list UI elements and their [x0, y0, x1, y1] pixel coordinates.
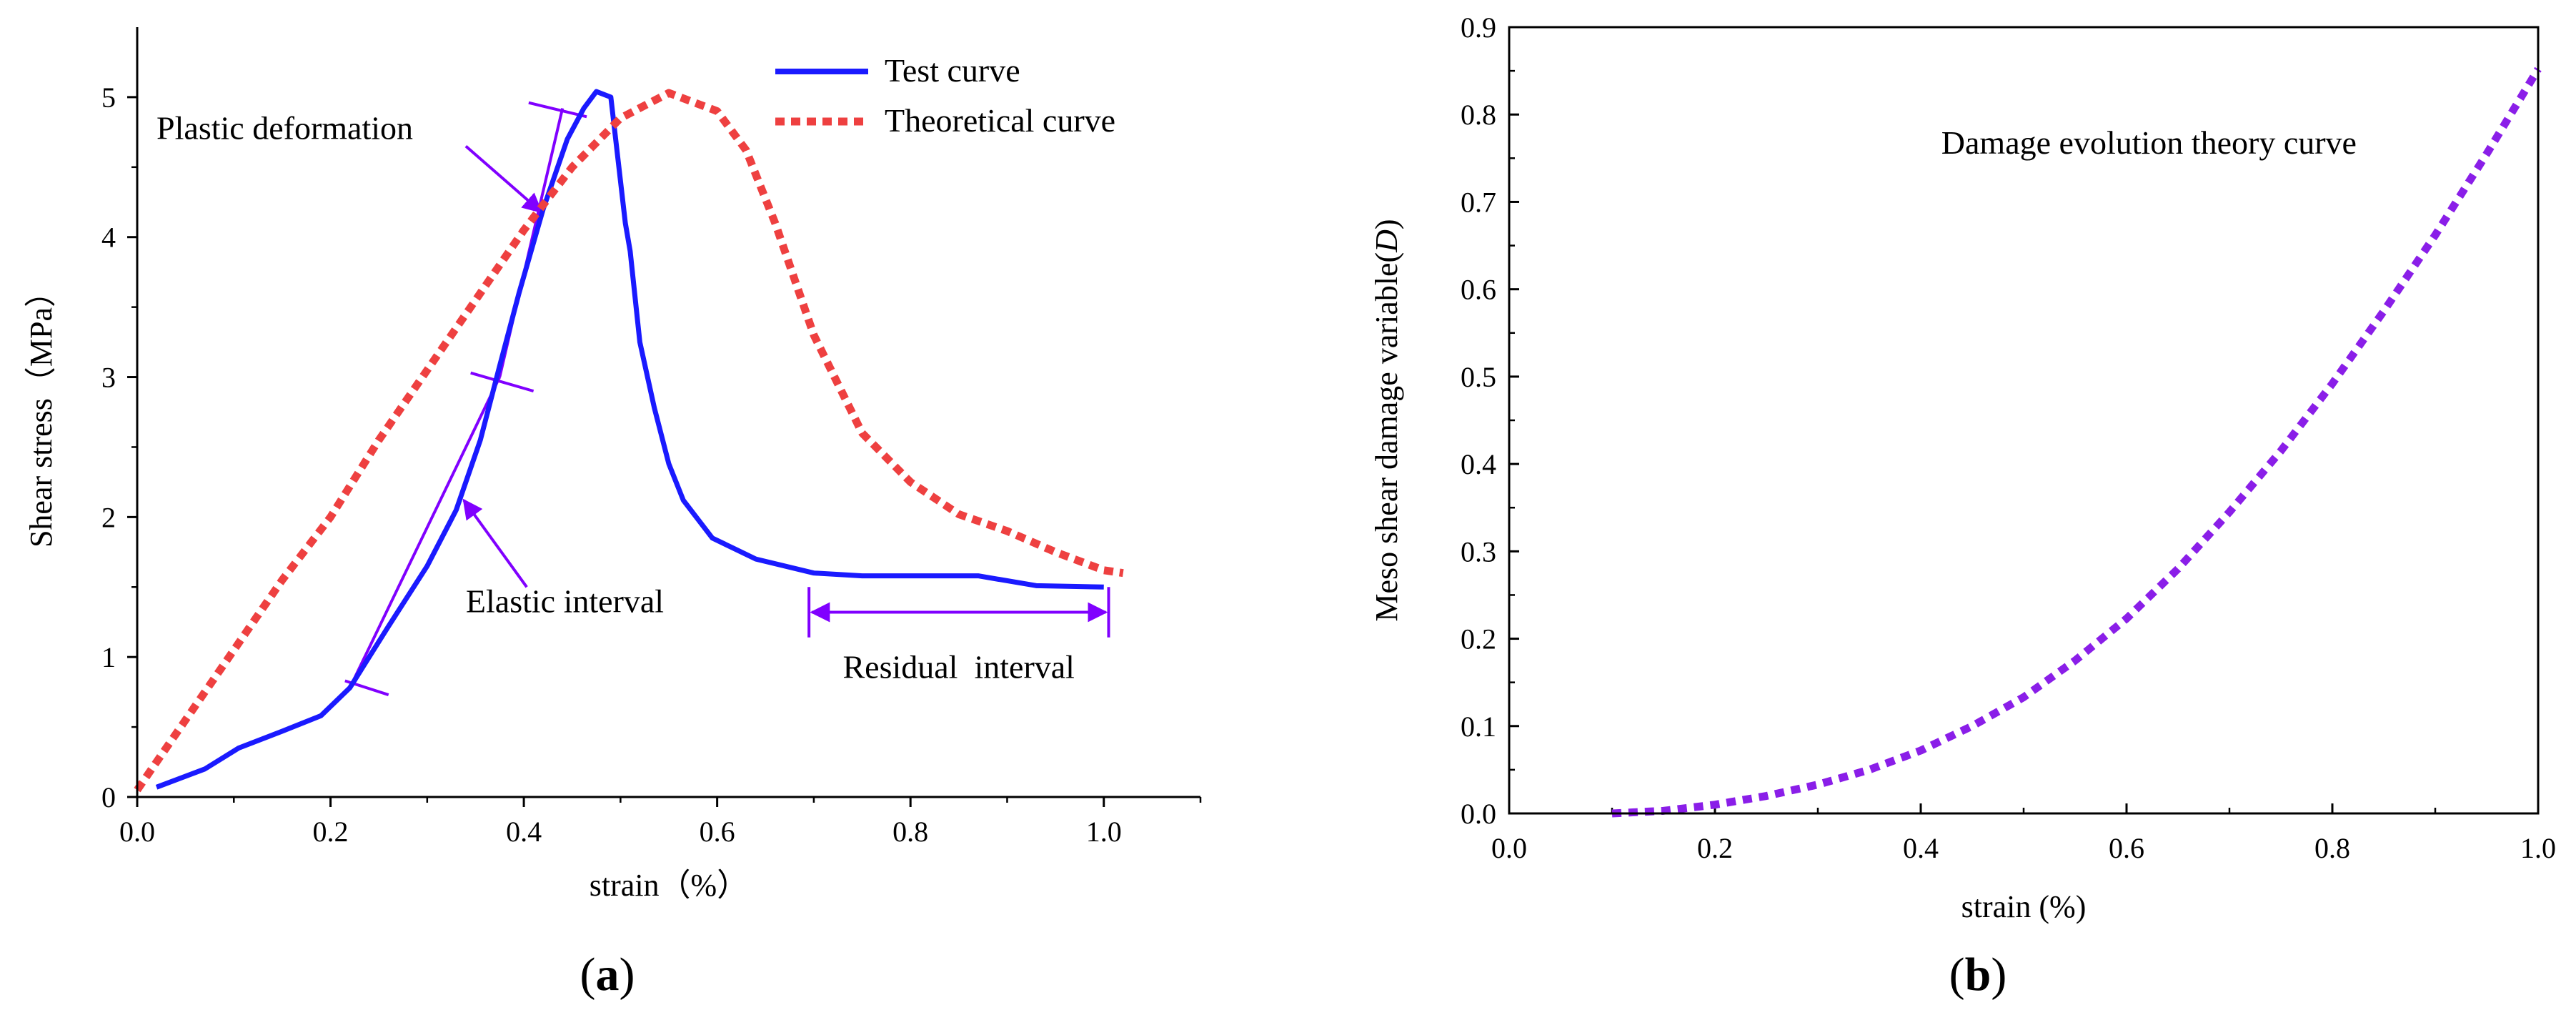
guide-tick-mark: [528, 101, 587, 119]
panel-a-x-tick-label: 0.8: [892, 816, 928, 848]
panel-b-y-tick-label: 0.9: [1461, 11, 1496, 44]
panel-b-y-tick-label: 0.8: [1461, 99, 1496, 131]
panel-b-x-tick-label: 1.0: [2520, 832, 2556, 864]
annotation-damage-evolution: Damage evolution theory curve: [1941, 124, 2357, 161]
annotation-arrow: [464, 144, 543, 214]
panel-b-y-tick-label: 0.6: [1461, 274, 1496, 306]
panel-a-x-tick-label: 0.4: [506, 816, 542, 848]
panel-a-x-tick-label: 0.6: [700, 816, 735, 848]
panel-a-x-tick-label: 0.2: [313, 816, 349, 848]
panel-b-y-tick-label: 0.5: [1461, 361, 1496, 393]
annotation-plastic-deformation: Plastic deformation: [156, 110, 413, 147]
panel-b-y-axis-title: Meso shear damage variable(D): [1369, 219, 1404, 621]
panel-b-series: [1611, 66, 2542, 818]
panel-b-y-tick-label: 0.3: [1461, 535, 1496, 568]
panel-a-x-tick-label: 0.0: [119, 816, 155, 848]
panel-a-y-tick-label: 0: [101, 781, 116, 813]
panel-a-guide-lines: [344, 101, 1110, 696]
panel-a-x-axis-title: strain（%）: [590, 868, 748, 903]
panel-b-y-tick-label: 0.2: [1461, 623, 1496, 655]
panel-a-y-tick-label: 4: [101, 222, 116, 254]
panel-a-label: (a): [580, 949, 635, 1001]
panel-b-label: (b): [1949, 949, 2007, 1001]
annotation-arrow: [462, 498, 528, 588]
legend-label-test-curve: Test curve: [885, 52, 1020, 89]
panel-a-shear-stress-chart: 0.0 0.2 0.4 0.6 0.8 1.0 0 1 2 3 4 5 Test curve Theo…: [24, 27, 1202, 1001]
panel-a-y-tick-label: 2: [101, 501, 116, 533]
panel-a-y-tick-label: 5: [101, 81, 116, 114]
panel-a-series: [134, 89, 1124, 793]
series-test-curve: [155, 89, 1104, 790]
panel-a-ticks: 0.0 0.2 0.4 0.6 0.8 1.0 0 1 2 3 4 5: [101, 81, 1202, 848]
series-damage-evolution-curve: [1611, 66, 2542, 818]
panel-b-y-tick-label: 0.0: [1461, 798, 1496, 830]
series-theoretical-curve: [134, 89, 1124, 793]
panel-b-axes-frame: [1508, 26, 2540, 815]
legend-label-theoretical-curve: Theoretical curve: [885, 102, 1115, 139]
panel-b-x-tick-label: 0.8: [2314, 832, 2350, 864]
guide-tick-mark: [470, 371, 534, 393]
panel-b-y-tick-label: 0.1: [1461, 710, 1496, 743]
panel-b-x-tick-label: 0.6: [2109, 832, 2144, 864]
panel-b-x-axis-title: strain (%): [1961, 889, 2087, 924]
annotation-elastic-interval: Elastic interval: [466, 583, 664, 620]
panel-a-y-tick-label: 1: [101, 641, 116, 673]
panel-b-y-tick-label: 0.7: [1461, 186, 1496, 218]
panel-b-x-tick-label: 0.4: [1903, 832, 1939, 864]
panel-a-legend: Test curve Theoretical curve: [775, 52, 1115, 139]
panel-b-x-tick-label: 0.2: [1697, 832, 1733, 864]
annotation-residual-interval: Residual interval: [842, 649, 1074, 685]
panel-b-damage-chart: 0.0 0.2 0.4 0.6 0.8 1.0 0.0 0.1 0.2 0.3 0.4 0.5 0.6 0…: [1369, 11, 2556, 1001]
elastic-guide-line: [348, 376, 502, 689]
panel-b-y-tick-label: 0.4: [1461, 448, 1496, 480]
panel-b-x-tick-label: 0.0: [1491, 832, 1527, 864]
panel-a-y-tick-label: 3: [101, 362, 116, 394]
panel-b-ticks: 0.0 0.2 0.4 0.6 0.8 1.0 0.0 0.1 0.2 0.3 0.4 0.5 0.6 0…: [1461, 11, 2556, 864]
panel-a-y-axis-title: Shear stress（MPa）: [24, 276, 59, 548]
panel-a-x-tick-label: 1.0: [1086, 816, 1122, 848]
